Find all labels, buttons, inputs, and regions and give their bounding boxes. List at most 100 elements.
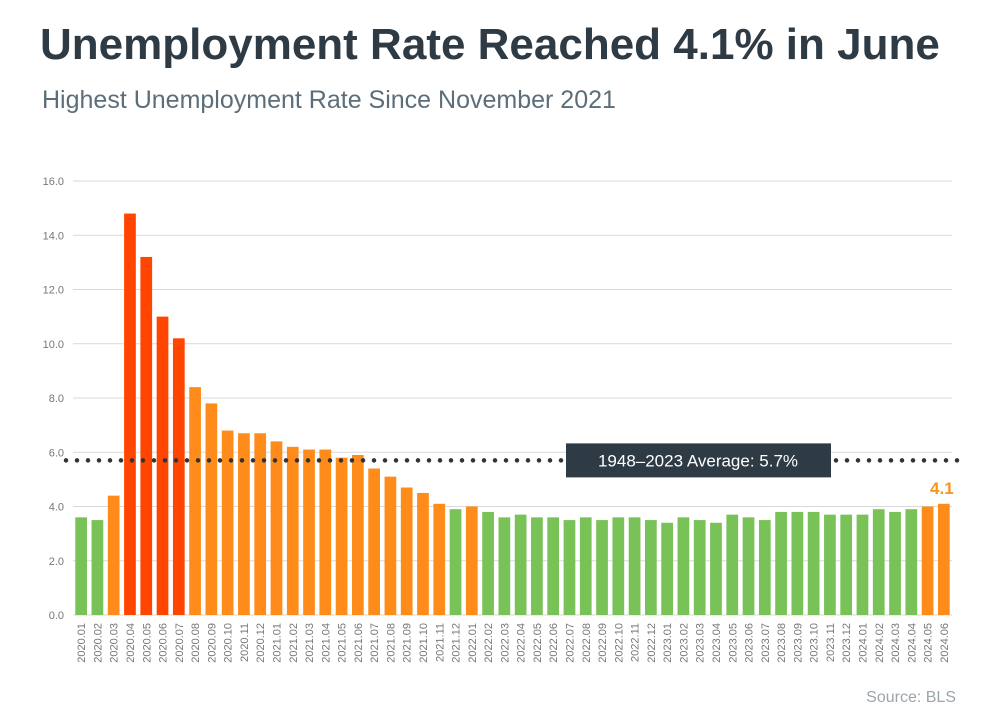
bar (449, 509, 462, 615)
x-tick-label: 2020.02 (92, 623, 104, 663)
bar (938, 503, 950, 615)
x-tick-label: 2022.07 (564, 623, 576, 663)
x-tick-label: 2020.06 (158, 623, 170, 663)
bar (547, 517, 560, 615)
y-tick-label: 16.0 (43, 176, 64, 188)
y-tick-label: 10.0 (43, 339, 64, 351)
x-tick-label: 2023.10 (809, 623, 821, 663)
bar (352, 454, 364, 615)
x-tick-label: 2022.11 (630, 623, 642, 662)
bar (840, 514, 853, 615)
bar (905, 509, 918, 615)
x-tick-label: 2020.07 (174, 623, 186, 663)
bar (758, 520, 771, 615)
x-tick-label: 2024.06 (939, 623, 951, 663)
bar (498, 517, 511, 615)
x-tick-label: 2023.04 (711, 623, 723, 663)
x-tick-label: 2022.09 (597, 623, 609, 663)
x-tick-label: 2021.11 (434, 623, 446, 662)
x-tick-label: 2020.01 (76, 623, 88, 663)
x-tick-label: 2023.07 (760, 623, 772, 663)
bar (889, 511, 901, 615)
y-tick-label: 8.0 (49, 393, 64, 405)
bar (286, 446, 299, 615)
bar (465, 506, 478, 615)
x-tick-label: 2020.11 (239, 623, 251, 662)
bar (921, 506, 934, 615)
average-reference: 1948–2023 Average: 5.7% (63, 443, 961, 478)
x-tick-label: 2020.03 (109, 623, 121, 663)
bar (645, 520, 657, 615)
x-tick-label: 2023.11 (825, 623, 837, 662)
bar (172, 338, 185, 615)
x-tick-label: 2023.06 (744, 623, 756, 663)
chart-title: Unemployment Rate Reached 4.1% in June (40, 20, 940, 69)
gridlines (73, 180, 952, 616)
bar (189, 387, 201, 615)
x-tick-label: 2022.12 (646, 623, 658, 663)
bar (140, 256, 153, 615)
bar (807, 511, 820, 615)
x-tick-label: 2024.01 (857, 623, 869, 663)
bar (303, 449, 315, 615)
x-tick-label: 2020.10 (223, 623, 235, 663)
bar (221, 430, 234, 615)
bar (335, 457, 348, 615)
bar (791, 511, 804, 615)
bar (270, 441, 283, 615)
average-label-box (566, 443, 831, 478)
bar (596, 520, 608, 615)
chart-subtitle: Highest Unemployment Rate Since November… (42, 86, 616, 114)
bar (75, 517, 87, 615)
y-tick-label: 2.0 (49, 556, 64, 568)
average-label: 1948–2023 Average: 5.7% (598, 451, 798, 470)
x-tick-label: 2022.08 (581, 623, 593, 663)
x-tick-label: 2024.02 (874, 623, 886, 663)
x-tick-label: 2021.10 (418, 623, 430, 663)
x-tick-label: 2022.06 (548, 623, 560, 663)
bar (677, 517, 690, 615)
bar (563, 520, 576, 615)
bar (775, 511, 787, 615)
x-tick-label: 2024.05 (923, 623, 935, 663)
last-value-label: 4.1 (930, 479, 954, 498)
bar (872, 509, 885, 615)
x-tick-label: 2024.03 (890, 623, 902, 663)
x-tick-label: 2022.01 (467, 623, 479, 663)
x-tick-label: 2021.03 (304, 623, 316, 663)
y-axis-ticks: 0.0 2.0 4.0 6.0 8.0 10.0 12.0 14.0 16.0 (43, 176, 64, 622)
bar (433, 503, 446, 615)
bar (400, 487, 413, 615)
bar (661, 522, 673, 615)
x-tick-label: 2022.04 (516, 623, 528, 663)
bar (726, 514, 739, 615)
y-tick-label: 6.0 (49, 447, 64, 459)
bar (482, 511, 494, 615)
x-tick-label: 2021.05 (337, 623, 349, 663)
x-tick-label: 2020.05 (141, 623, 153, 663)
x-tick-label: 2022.02 (483, 623, 495, 663)
x-tick-label: 2021.12 (451, 623, 463, 663)
x-tick-label: 2023.01 (662, 623, 674, 663)
x-tick-label: 2020.12 (255, 623, 267, 663)
bars (75, 213, 950, 616)
x-tick-label: 2021.06 (353, 623, 365, 663)
y-tick-label: 14.0 (43, 230, 64, 242)
x-tick-label: 2024.04 (906, 623, 918, 663)
x-tick-label: 2020.08 (190, 623, 202, 663)
x-tick-label: 2023.08 (776, 623, 788, 663)
source-note: Source: BLS (866, 689, 956, 706)
x-tick-label: 2021.02 (288, 623, 300, 663)
x-tick-label: 2023.02 (678, 623, 690, 663)
bar (417, 492, 429, 615)
y-tick-label: 0.0 (49, 610, 64, 622)
bar (742, 517, 755, 615)
x-tick-label: 2023.05 (727, 623, 739, 663)
x-tick-label: 2023.12 (841, 623, 853, 663)
x-tick-label: 2023.09 (792, 623, 804, 663)
bar (856, 514, 869, 615)
y-tick-label: 4.0 (49, 502, 64, 514)
x-tick-label: 2021.08 (385, 623, 397, 663)
bar (107, 495, 120, 615)
bar (612, 517, 625, 615)
